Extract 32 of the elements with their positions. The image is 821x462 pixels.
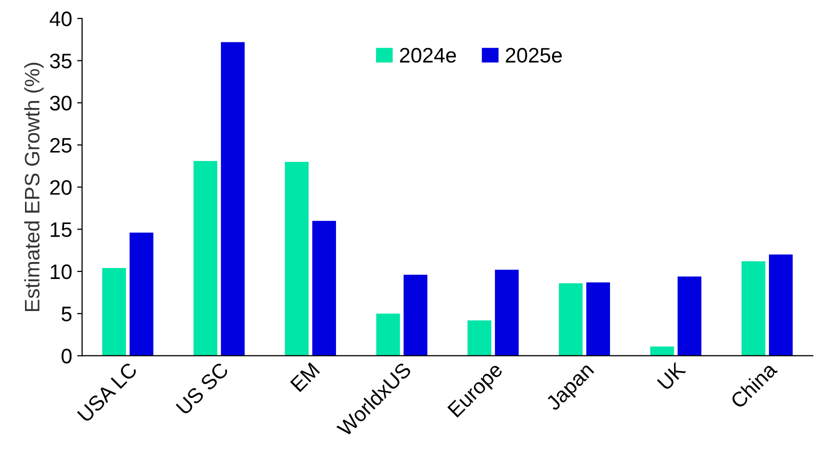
x-tick-label: US SC xyxy=(176,362,230,416)
x-tick-label: USA LC xyxy=(76,362,138,423)
bar xyxy=(312,220,336,356)
bar xyxy=(494,270,519,356)
y-tick-label: 5 xyxy=(62,306,72,322)
y-tick-label: 30 xyxy=(50,96,72,111)
bar xyxy=(404,274,428,356)
bar xyxy=(468,320,492,356)
y-axis-title: Estimated EPS Growth (%) xyxy=(24,62,44,312)
bar xyxy=(194,160,218,356)
y-tick-label: 0 xyxy=(62,348,72,364)
y-tick-label: 20 xyxy=(50,180,72,195)
bar xyxy=(742,261,766,356)
legend-label: 2025e xyxy=(506,48,562,63)
x-tick-label: EM xyxy=(290,362,320,392)
bar xyxy=(650,346,674,356)
y-tick-label: 35 xyxy=(50,54,72,68)
y-tick-label: 40 xyxy=(50,11,72,26)
y-tick-label: 25 xyxy=(50,138,72,153)
bar xyxy=(220,42,245,356)
legend-label: 2024e xyxy=(400,48,456,63)
bar xyxy=(130,232,154,356)
bar xyxy=(586,282,610,356)
y-tick-label: 15 xyxy=(50,222,72,238)
bar xyxy=(678,276,702,356)
bar xyxy=(558,283,583,356)
y-tick-label: 10 xyxy=(50,264,72,280)
bar xyxy=(102,268,126,356)
bar xyxy=(768,254,793,356)
bar xyxy=(376,314,400,356)
bar xyxy=(284,162,309,356)
x-tick-label: UK xyxy=(657,361,686,391)
